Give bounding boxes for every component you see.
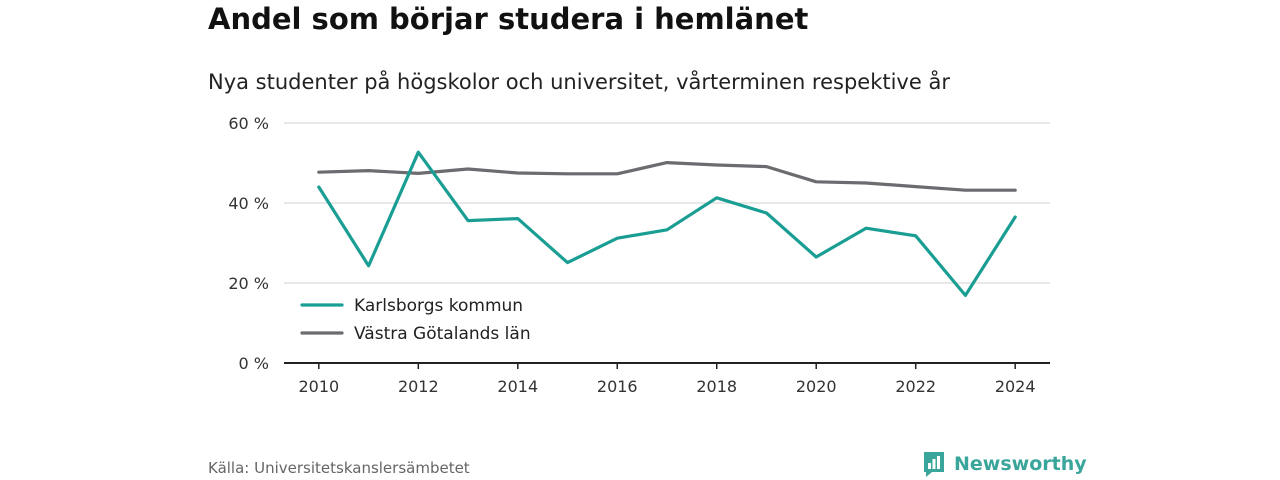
x-tick-label: 2018 (696, 377, 737, 396)
source-note: Källa: Universitetskanslersämbetet (208, 459, 470, 477)
legend-label: Västra Götalands län (354, 324, 531, 344)
brand-logo: Newsworthy (922, 450, 1087, 478)
y-tick-label: 20 % (228, 274, 269, 293)
x-tick-label: 2012 (398, 377, 439, 396)
series-line-vastra-gotaland (317, 161, 1017, 192)
newsworthy-icon (924, 452, 944, 477)
legend-label: Karlsborgs kommun (354, 296, 523, 316)
x-tick-label: 2020 (796, 377, 837, 396)
brand-name: Newsworthy (954, 453, 1087, 475)
x-tick-label: 2010 (298, 377, 339, 396)
x-tick-label: 2014 (497, 377, 538, 396)
x-tick-label: 2016 (597, 377, 638, 396)
x-tick-label: 2024 (995, 377, 1036, 396)
chart-subtitle: Nya studenter på högskolor och universit… (208, 70, 950, 94)
series-line-karlsborg (317, 150, 1017, 297)
y-tick-label: 40 % (228, 194, 269, 213)
y-tick-label: 60 % (228, 114, 269, 133)
chart-title: Andel som börjar studera i hemlänet (208, 2, 809, 36)
x-tick-label: 2022 (895, 377, 936, 396)
y-tick-label: 0 % (239, 354, 269, 373)
